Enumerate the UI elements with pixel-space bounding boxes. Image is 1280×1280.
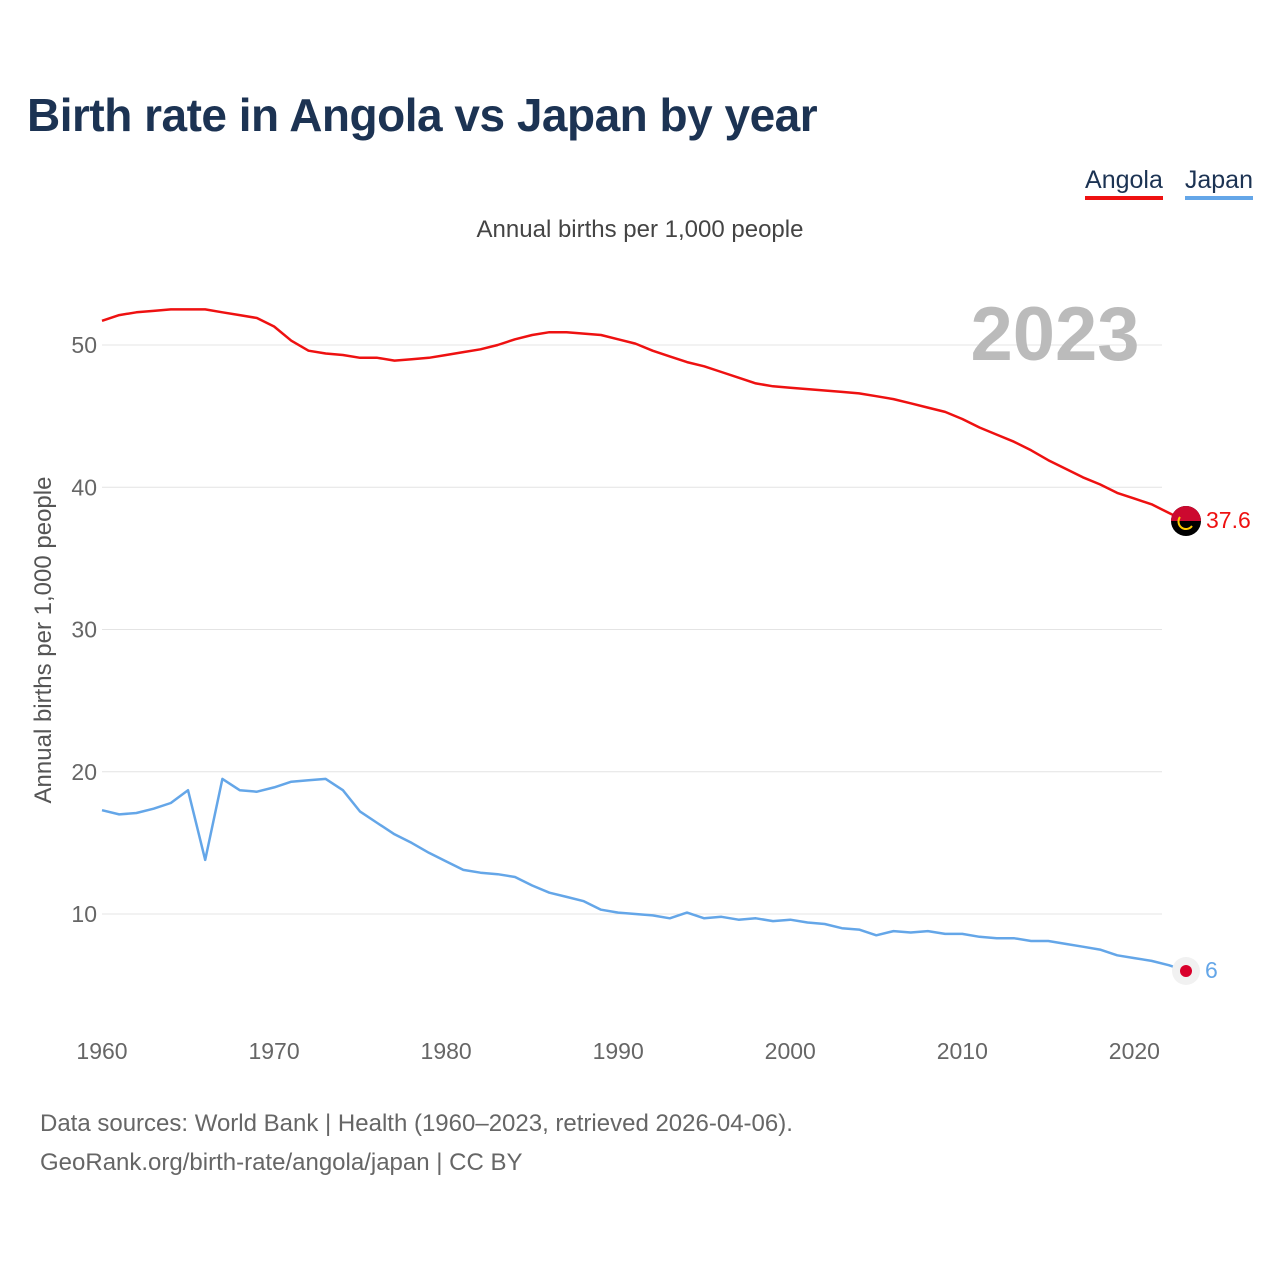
x-tick-labels: 1960 1970 1980 1990 2000 2010 2020: [76, 1038, 1160, 1064]
y-tick-label: 10: [71, 901, 97, 927]
footer-sources: Data sources: World Bank | Health (1960–…: [40, 1110, 793, 1137]
y-tick-label: 50: [71, 332, 97, 358]
angola-flag-emblem: [1177, 516, 1193, 530]
y-axis-label: Annual births per 1,000 people: [30, 477, 57, 804]
footer: Data sources: World Bank | Health (1960–…: [40, 1104, 793, 1182]
chart-subtitle: Annual births per 1,000 people: [476, 216, 804, 243]
x-tick-label: 2010: [937, 1038, 988, 1064]
x-tick-label: 2000: [765, 1038, 816, 1064]
japan-flag-sun: [1180, 965, 1192, 977]
x-tick-label: 1990: [593, 1038, 644, 1064]
angola-end-marker: 37.6: [1171, 506, 1251, 536]
x-tick-label: 1980: [421, 1038, 472, 1064]
y-tick-label: 40: [71, 474, 97, 500]
x-tick-label: 2020: [1109, 1038, 1160, 1064]
y-tick-label: 30: [71, 617, 97, 643]
legend-item-angola[interactable]: Angola: [1085, 166, 1163, 200]
legend: Angola Japan: [1085, 166, 1253, 200]
chart-title: Birth rate in Angola vs Japan by year: [27, 89, 818, 141]
series-line-angola[interactable]: [101, 308, 1187, 523]
gridlines: [102, 344, 1162, 915]
series-lines: [101, 308, 1187, 973]
y-tick-labels: 10 20 30 40 50: [71, 332, 97, 927]
legend-item-japan[interactable]: Japan: [1184, 166, 1253, 200]
angola-end-value: 37.6: [1206, 507, 1251, 533]
footer-link: GeoRank.org/birth-rate/angola/japan | CC…: [40, 1149, 523, 1176]
x-tick-label: 1970: [248, 1038, 299, 1064]
series-line-japan[interactable]: [101, 777, 1187, 973]
y-tick-label: 20: [71, 759, 97, 785]
angola-flag-red-half: [1171, 506, 1201, 521]
japan-end-marker: 6: [1172, 957, 1218, 985]
year-watermark: 2023: [970, 292, 1139, 377]
japan-end-value: 6: [1205, 957, 1218, 983]
x-tick-label: 1960: [76, 1038, 127, 1064]
